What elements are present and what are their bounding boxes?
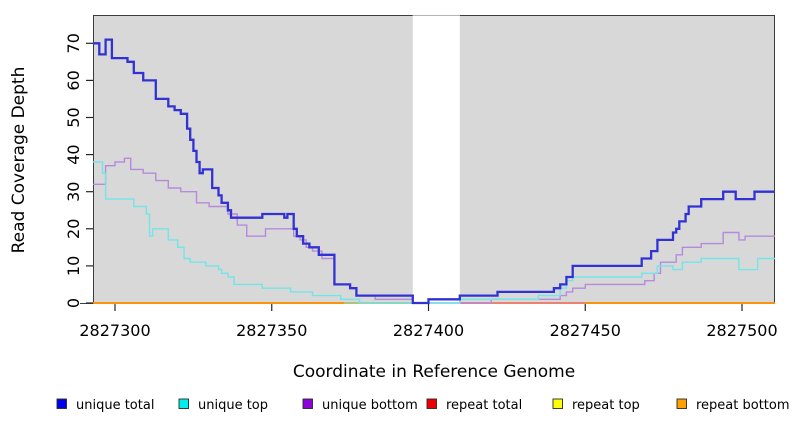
legend-swatch-unique-total [56,398,67,409]
gap-band-layer [344,8,585,304]
y-tick-label: 70 [64,33,83,53]
legend: unique total unique top unique bottom repea… [56,398,790,413]
series-unique-top-line [93,161,775,304]
series-layer [93,38,775,305]
coverage-gap-band [412,8,460,304]
y-tick-label: 20 [64,219,83,239]
legend-label-unique-total: unique total [76,398,154,413]
axes-layer: 2827300 2827350 2827400 2827450 2827500 0 10 20… [64,33,778,340]
legend-label-repeat-bottom: repeat bottom [696,398,790,413]
legend-swatch-repeat-bottom [676,398,687,409]
legend-label-unique-bottom: unique bottom [322,398,418,413]
x-tick-label: 2827450 [550,321,621,340]
legend-swatch-repeat-top [552,398,563,409]
legend-label-repeat-total: repeat total [446,398,522,413]
y-tick-label: 0 [64,298,83,308]
y-tick-label: 30 [64,182,83,202]
legend-swatch-unique-bottom [302,398,313,409]
legend-label-repeat-top: repeat top [572,398,640,413]
y-tick-label: 40 [64,144,83,164]
legend-swatch-unique-top [178,398,189,409]
x-axis-label: Coordinate in Reference Genome [293,362,575,382]
series-unique-bottom-line [93,157,775,304]
y-tick-label: 50 [64,107,83,127]
legend-label-unique-top: unique top [198,398,268,413]
x-tick-label: 2827300 [79,321,150,340]
x-tick-label: 2827500 [706,321,777,340]
series-unique-total-line [93,38,775,305]
legend-swatch-repeat-total [426,398,437,409]
y-tick-label: 10 [64,256,83,276]
y-axis-label: Read Coverage Depth [9,67,29,254]
x-tick-label: 2827350 [236,321,307,340]
y-tick-label: 60 [64,70,83,90]
x-tick-label: 2827400 [393,321,464,340]
